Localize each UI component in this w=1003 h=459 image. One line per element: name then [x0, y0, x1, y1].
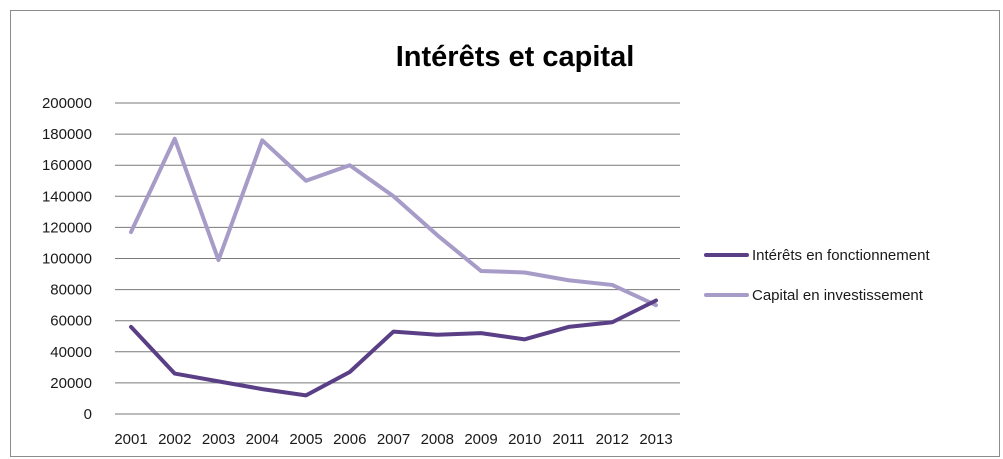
x-tick-label: 2012 — [596, 431, 629, 448]
x-tick-label: 2010 — [508, 431, 541, 448]
series-line — [129, 136, 658, 308]
x-tick-label: 2008 — [421, 431, 454, 448]
x-tick-label: 2005 — [289, 431, 322, 448]
y-tick-label: 60000 — [50, 313, 92, 330]
series-line — [129, 298, 658, 398]
x-tick-label: 2002 — [158, 431, 191, 448]
y-tick-label: 200000 — [42, 95, 92, 112]
x-tick-label: 2006 — [333, 431, 366, 448]
x-tick-label: 2011 — [552, 431, 584, 448]
x-tick-label: 2007 — [377, 431, 410, 448]
y-tick-label: 120000 — [42, 219, 92, 236]
y-tick-label: 160000 — [42, 157, 92, 174]
x-tick-label: 2001 — [114, 431, 147, 448]
y-tick-label: 0 — [84, 406, 92, 423]
legend-label: Intérêts en fonctionnement — [752, 247, 930, 264]
y-tick-label: 40000 — [50, 344, 92, 361]
y-tick-label: 180000 — [42, 126, 92, 143]
y-tick-label: 20000 — [50, 375, 92, 392]
y-tick-label: 140000 — [42, 188, 92, 205]
chart-title: Intérêts et capital — [396, 41, 635, 73]
y-tick-label: 80000 — [50, 282, 92, 299]
x-tick-label: 2009 — [464, 431, 497, 448]
x-tick-label: 2003 — [202, 431, 235, 448]
legend-label: Capital en investissement — [752, 287, 924, 304]
x-tick-label: 2004 — [246, 431, 279, 448]
x-tick-label: 2013 — [639, 431, 672, 448]
y-tick-label: 100000 — [42, 251, 92, 268]
